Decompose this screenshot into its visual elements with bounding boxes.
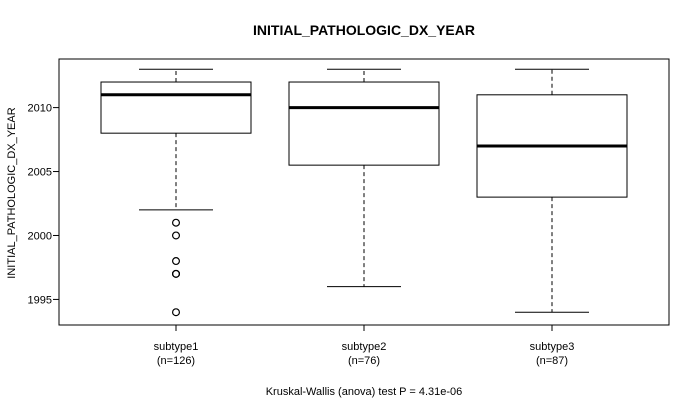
sample-count-label: (n=87) [536, 355, 568, 367]
y-axis-tick-label: 2005 [28, 167, 52, 179]
category-label: subtype3 [530, 341, 575, 353]
y-axis-tick-label: 1995 [28, 294, 52, 306]
outlier-point [172, 257, 181, 266]
outlier-point [172, 231, 181, 240]
interquartile-box [288, 81, 440, 166]
outlier-point [172, 308, 181, 317]
category-label: subtype2 [342, 341, 387, 353]
y-axis-tick-label: 2010 [28, 103, 52, 115]
outlier-point [172, 218, 181, 227]
y-axis-label: INITIAL_PATHOLOGIC_DX_YEAR [6, 107, 18, 278]
y-axis-tick-label: 2000 [28, 230, 52, 242]
chart-title: INITIAL_PATHOLOGIC_DX_YEAR [253, 22, 475, 38]
boxplot-marks-layer: 1995 2000 2005 2010 subtype1 (n=126) subtype2 (… [28, 68, 628, 367]
sample-count-label: (n=126) [157, 355, 195, 367]
category-label: subtype1 [154, 341, 199, 353]
statistical-test-note: Kruskal-Wallis (anova) test P = 4.31e-06 [266, 386, 463, 398]
sample-count-label: (n=76) [348, 355, 380, 367]
outlier-point [172, 269, 181, 278]
interquartile-box [100, 81, 252, 134]
